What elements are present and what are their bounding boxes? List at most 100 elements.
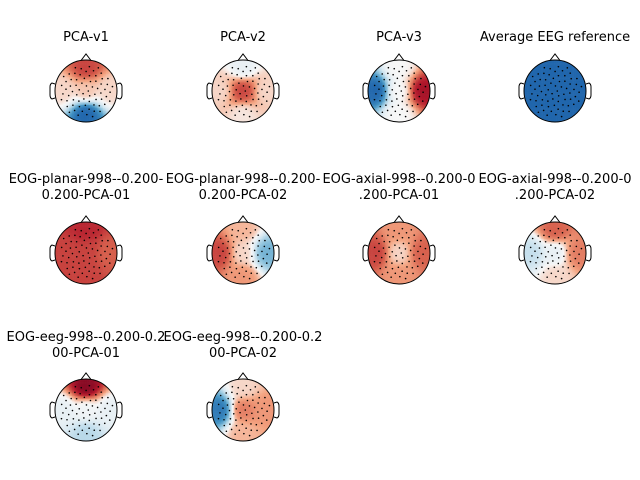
topomap-cell — [73, 66, 76, 69]
topomap-cell — [92, 78, 95, 81]
topomap-cell — [62, 83, 65, 86]
topomap-cell — [547, 70, 550, 73]
topomap-cell — [402, 97, 404, 100]
topomap-cell — [78, 97, 81, 100]
topomap-cell — [391, 83, 394, 86]
topomap-cell — [73, 83, 76, 86]
topomap-cell — [547, 112, 550, 115]
topomap-cell — [235, 108, 238, 110]
topomap-cell — [238, 91, 241, 93]
topomap-cell — [531, 104, 534, 107]
topomap-cell — [385, 81, 387, 84]
topomap-cell — [544, 70, 546, 73]
topomap-cell — [536, 67, 539, 70]
topomap-cell — [525, 80, 528, 82]
topomap-cell — [70, 97, 73, 100]
topomap-cell — [109, 67, 112, 70]
topomap-cell — [530, 77, 533, 79]
topomap-cell — [82, 66, 85, 69]
topomap-cell — [115, 89, 117, 92]
topomap-cell — [544, 69, 546, 72]
topomap-cell — [79, 70, 82, 73]
topomap-cell — [547, 75, 550, 78]
topomap-cell — [388, 115, 390, 118]
topomap-cell — [539, 83, 542, 86]
topomap-cell — [103, 109, 105, 112]
topomap-cell — [229, 120, 231, 122]
topomap-cell — [402, 101, 404, 104]
topomap-cell — [423, 87, 426, 90]
topomap-cell — [78, 61, 81, 64]
topomap-cell — [414, 72, 417, 75]
topomap-cell — [256, 89, 259, 92]
topomap-cell — [249, 84, 252, 87]
topomap-cell — [536, 81, 539, 84]
topomap-cell — [547, 108, 550, 110]
topomap-cell — [536, 112, 539, 115]
topomap-cell — [391, 61, 394, 64]
topomap-cell — [78, 101, 81, 104]
topomap-cell — [417, 81, 420, 84]
topomap-cell — [383, 91, 386, 93]
topomap-cell — [386, 95, 389, 98]
sensor-dot — [250, 104, 252, 106]
topomap-cell — [542, 89, 545, 92]
topomap-cell — [241, 72, 244, 75]
topomap-cell — [239, 112, 242, 115]
topomap-cell — [426, 95, 429, 98]
sensor-dot — [232, 78, 235, 81]
topomap-cell — [86, 104, 88, 107]
topomap-cell — [368, 91, 370, 93]
topomap-cell — [412, 104, 415, 107]
topomap-cell — [247, 117, 250, 120]
topomap-cell — [104, 97, 107, 100]
topomap-cell — [93, 111, 96, 113]
topomap-cell — [70, 103, 73, 106]
topomap-cell — [62, 84, 65, 87]
topomap-cell — [388, 95, 390, 98]
topomap-cell — [533, 64, 536, 67]
topomap-cell — [253, 100, 256, 103]
topomap-cell — [548, 70, 551, 73]
sensor-dot — [85, 70, 87, 73]
topomap-cell — [414, 106, 417, 109]
topomap-cell — [394, 112, 397, 115]
topomap-cell — [92, 87, 95, 90]
topomap-cell — [87, 86, 90, 89]
topomap-cell — [249, 111, 252, 113]
topomap-cell — [408, 87, 411, 90]
topomap-cell — [92, 103, 95, 106]
topomap-cell — [224, 75, 227, 78]
topomap-cell — [399, 95, 401, 98]
sensor-dot — [105, 95, 108, 98]
topomap-cell — [548, 95, 551, 98]
topomap-cell — [62, 109, 65, 112]
topomap-cell — [101, 61, 104, 64]
topomap-cell — [391, 87, 394, 90]
topomap-cell — [56, 94, 59, 96]
topomap-cell — [75, 67, 77, 70]
topomap-cell — [96, 112, 99, 115]
sensor-dot — [422, 91, 424, 94]
topomap-cell — [426, 83, 429, 86]
topomap-cell — [412, 114, 415, 117]
topomap-cell — [93, 103, 96, 106]
topomap-cell — [261, 83, 264, 86]
topomap-cell — [218, 101, 221, 104]
topomap-cell — [545, 69, 548, 72]
topomap-cell — [239, 104, 242, 107]
topomap-cell — [90, 106, 93, 109]
topomap-cell — [62, 87, 65, 90]
topomap-cell — [76, 87, 79, 90]
topomap-cell — [82, 78, 85, 81]
topomap-cell — [224, 92, 227, 95]
topomap-cell — [233, 67, 236, 70]
topomap-cell — [253, 95, 256, 98]
topomap-cell — [64, 111, 67, 113]
topomap-cell — [260, 97, 262, 100]
topomap-cell — [96, 77, 99, 79]
sensor-dot — [95, 80, 97, 82]
topomap-cell — [541, 86, 543, 89]
topomap-cell — [249, 100, 252, 103]
topomap-cell — [406, 100, 409, 103]
